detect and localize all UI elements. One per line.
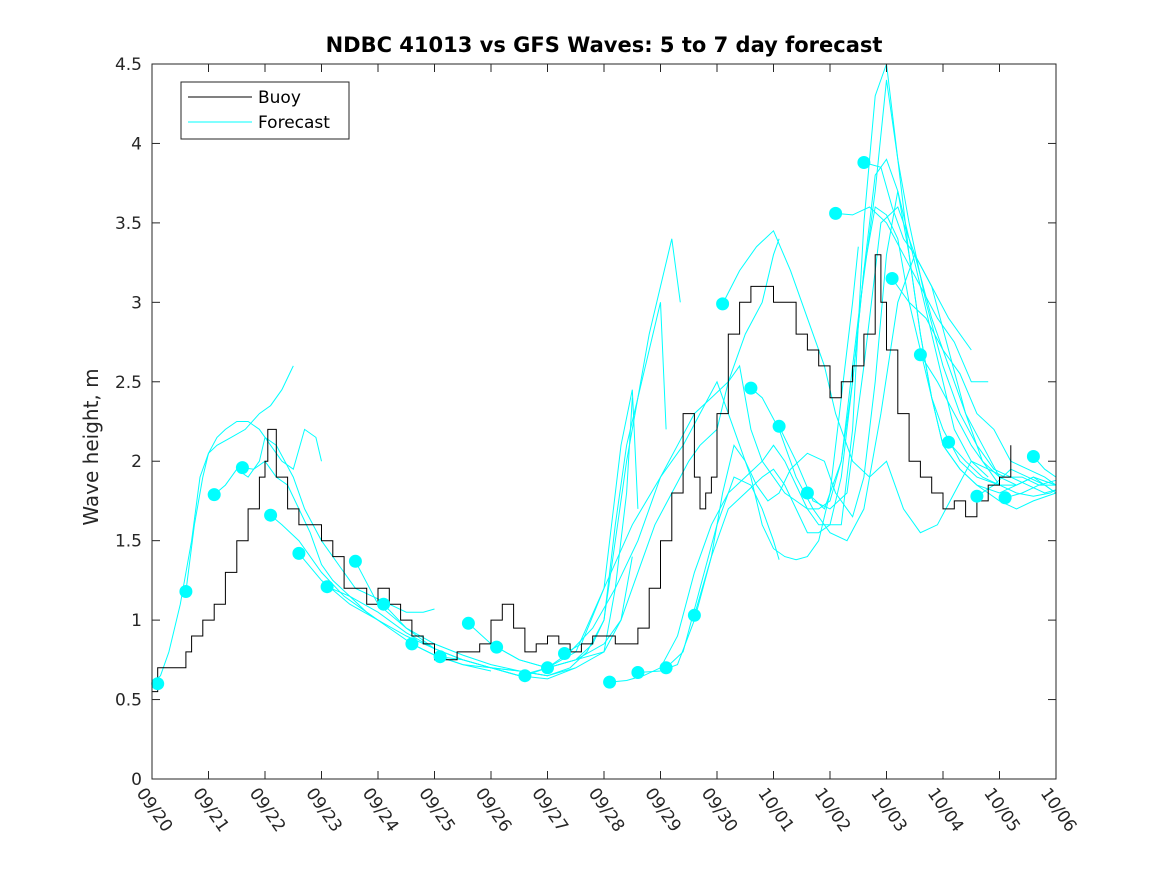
forecast-marker bbox=[320, 580, 334, 594]
buoy-series bbox=[152, 254, 1012, 693]
x-tick-label: 10/04 bbox=[923, 784, 967, 836]
forecast-series-1 bbox=[151, 365, 294, 685]
x-tick-label: 10/01 bbox=[753, 784, 797, 836]
y-tick-label: 3 bbox=[131, 293, 142, 313]
forecast-series-31 bbox=[1004, 479, 1057, 499]
y-tick-label: 4 bbox=[131, 134, 142, 154]
x-tick-label: 10/03 bbox=[866, 784, 910, 836]
forecast-marker bbox=[998, 491, 1012, 505]
forecast-marker bbox=[207, 488, 221, 502]
forecast-marker bbox=[744, 381, 758, 395]
legend-buoy-label: Buoy bbox=[258, 88, 301, 108]
y-tick-label: 1 bbox=[131, 611, 142, 631]
forecast-marker bbox=[913, 348, 927, 362]
x-tick-label: 10/02 bbox=[810, 784, 854, 836]
y-tick-label: 3.5 bbox=[115, 214, 142, 234]
x-tick-label: 09/27 bbox=[527, 784, 571, 836]
y-tick-label: 0.5 bbox=[115, 691, 142, 711]
forecast-marker bbox=[235, 461, 249, 475]
forecast-series-20 bbox=[693, 190, 989, 616]
forecast-marker bbox=[518, 669, 532, 683]
y-tick-label: 2.5 bbox=[115, 373, 142, 393]
legend: Buoy Forecast bbox=[180, 81, 350, 140]
x-tick-label: 09/30 bbox=[697, 784, 741, 836]
plot-area bbox=[152, 64, 1056, 779]
x-tick-label: 09/20 bbox=[132, 784, 176, 836]
y-axis: 0 0.5 1 1.5 2 2.5 3 3.5 4 4.5 bbox=[115, 55, 1056, 790]
forecast-series-30 bbox=[976, 468, 1057, 497]
forecast-marker bbox=[264, 508, 278, 522]
forecast-marker bbox=[857, 156, 871, 169]
forecast-marker bbox=[405, 637, 419, 651]
forecast-series-17 bbox=[609, 63, 1057, 683]
y-axis-label: Wave height, m bbox=[79, 368, 103, 525]
forecast-marker bbox=[885, 272, 899, 285]
forecast-marker bbox=[829, 206, 843, 220]
forecast-marker bbox=[772, 419, 786, 433]
forecast-series-18 bbox=[637, 206, 1057, 673]
x-tick-label: 09/23 bbox=[301, 784, 345, 836]
forecast-series-19 bbox=[665, 476, 780, 669]
forecast-marker bbox=[151, 677, 165, 691]
forecast-series-16 bbox=[564, 246, 859, 654]
forecast-marker bbox=[433, 650, 447, 664]
x-tick-label: 10/05 bbox=[979, 784, 1023, 836]
y-tick-label: 2 bbox=[131, 452, 142, 472]
legend-forecast-label: Forecast bbox=[258, 113, 330, 133]
forecast-series-28 bbox=[919, 354, 1056, 486]
forecast-series-26 bbox=[863, 162, 972, 351]
forecast-series-3 bbox=[213, 436, 435, 613]
forecast-series-29 bbox=[948, 441, 1057, 497]
forecast-series-2 bbox=[185, 421, 322, 592]
buoy-line-group bbox=[152, 254, 1012, 693]
y-tick-label: 1.5 bbox=[115, 532, 142, 552]
x-tick-label: 09/29 bbox=[640, 784, 684, 836]
x-tick-label: 09/22 bbox=[245, 784, 289, 836]
forecast-series-27 bbox=[891, 278, 1057, 486]
forecast-marker bbox=[377, 597, 391, 611]
forecast-marker bbox=[1026, 450, 1040, 463]
forecast-marker bbox=[292, 546, 306, 560]
forecast-series-25 bbox=[835, 206, 989, 383]
forecast-marker bbox=[800, 486, 814, 500]
forecast-marker bbox=[179, 585, 193, 598]
forecast-marker bbox=[942, 435, 956, 449]
forecast-marker bbox=[716, 297, 730, 311]
legend-box bbox=[180, 81, 350, 140]
forecast-marker bbox=[687, 608, 701, 622]
x-tick-label: 09/28 bbox=[584, 784, 628, 836]
forecast-series-21 bbox=[722, 229, 1000, 534]
forecast-series-22 bbox=[750, 253, 1000, 542]
forecast-marker bbox=[348, 554, 362, 568]
y-tick-label: 4.5 bbox=[115, 55, 142, 75]
forecast-marker bbox=[558, 647, 571, 660]
forecast-marker bbox=[631, 666, 645, 679]
forecast-markers bbox=[151, 156, 1040, 691]
forecast-series-4 bbox=[242, 460, 379, 621]
forecast-marker bbox=[603, 675, 617, 689]
forecast-marker bbox=[541, 661, 554, 675]
x-tick-label: 09/25 bbox=[414, 784, 458, 836]
x-tick-label: 10/06 bbox=[1036, 784, 1080, 836]
x-tick-label: 09/26 bbox=[471, 784, 515, 836]
forecast-marker bbox=[970, 489, 984, 503]
x-tick-label: 09/24 bbox=[358, 784, 402, 836]
forecast-marker bbox=[461, 616, 475, 630]
x-tick-label: 09/21 bbox=[188, 784, 232, 836]
chart-title: NDBC 41013 vs GFS Waves: 5 to 7 day fore… bbox=[326, 33, 883, 57]
forecast-marker bbox=[490, 640, 504, 654]
forecast-marker bbox=[659, 661, 673, 675]
y-tick-label: 0 bbox=[131, 770, 142, 790]
